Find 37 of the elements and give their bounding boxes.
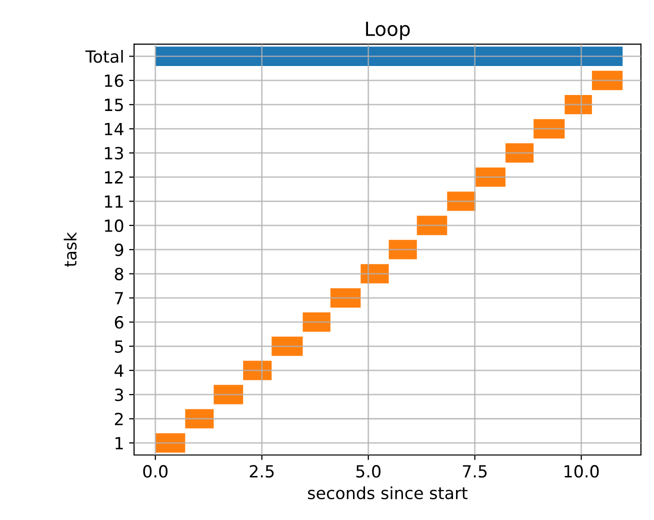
- y-tick-label: 4: [114, 364, 124, 377]
- y-tick-label: 16: [104, 74, 124, 88]
- bar: [416, 216, 448, 236]
- bar: [505, 143, 534, 163]
- bar: [272, 336, 303, 356]
- y-tick-label: 15: [104, 98, 123, 112]
- y-axis-title: task: [64, 232, 77, 267]
- y-tick-label: 6: [114, 316, 124, 329]
- y-tick-label: 5: [115, 340, 123, 353]
- y-tick-label: 12: [104, 171, 123, 184]
- x-axis-title: seconds since start: [308, 486, 468, 500]
- y-tick-label: 9: [114, 244, 124, 256]
- y-tick-label: 8: [114, 268, 124, 280]
- x-tick-label: 0.0: [143, 465, 168, 478]
- bar: [330, 288, 361, 308]
- bar: [185, 409, 214, 428]
- bar: [388, 240, 417, 260]
- bar: [302, 312, 330, 332]
- y-tick-label: 2: [114, 412, 123, 426]
- x-tick-label: 10.0: [564, 465, 599, 478]
- chart-title: Loop: [366, 22, 410, 40]
- y-tick-label: 14: [104, 122, 124, 136]
- bar: [214, 384, 244, 404]
- x-tick-label: 2.5: [250, 465, 274, 478]
- y-tick-label: 1: [116, 437, 123, 450]
- x-tick-label: 5.0: [356, 465, 380, 478]
- bar: [592, 70, 623, 90]
- y-tick-label: 11: [104, 195, 123, 208]
- bar: [534, 119, 565, 138]
- x-tick-label: 7.5: [462, 465, 487, 478]
- y-tick-label: 10: [104, 219, 124, 232]
- y-tick-label: 13: [104, 146, 124, 160]
- bar: [476, 167, 506, 187]
- y-tick-label: 3: [115, 388, 124, 402]
- y-tick-label: 7: [115, 292, 123, 304]
- y-tick-label: Total: [85, 50, 123, 63]
- bar: [155, 46, 623, 66]
